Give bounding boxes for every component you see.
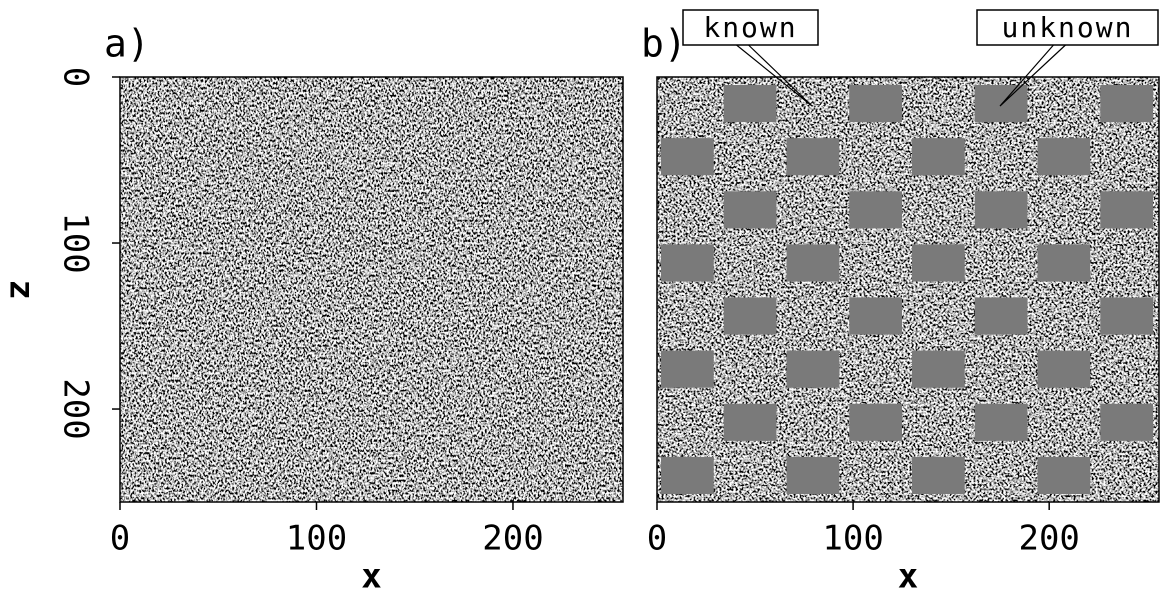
x-tick-label: 200 — [1018, 519, 1079, 559]
unknown-block — [723, 297, 777, 335]
unknown-block — [1100, 85, 1153, 123]
plot-frame — [656, 76, 1160, 503]
unknown-block — [1037, 350, 1091, 388]
callout — [736, 44, 813, 107]
unknown-block — [723, 403, 777, 441]
annotation-box — [682, 9, 819, 46]
unknown-block — [661, 350, 714, 388]
y-tick-label: 0 — [56, 67, 96, 87]
x-axis-label: x — [361, 557, 381, 593]
plot-frame — [119, 76, 624, 503]
x-tick-label: 0 — [647, 519, 667, 559]
panel-label: a) — [104, 22, 150, 66]
unknown-block — [661, 138, 714, 176]
unknown-block — [912, 244, 965, 282]
unknown-block — [661, 456, 714, 494]
unknown-block — [1100, 191, 1153, 229]
x-tick-label: 100 — [822, 519, 883, 559]
x-tick-label: 200 — [482, 519, 543, 559]
y-axis-label: z — [2, 279, 42, 299]
unknown-block — [849, 85, 902, 123]
x-tick-label: 0 — [110, 519, 130, 559]
unknown-block — [1037, 138, 1091, 176]
annotation: unknown — [1001, 11, 1133, 44]
unknown-block — [849, 191, 902, 229]
unknown-block — [1037, 456, 1091, 494]
seismic-image — [120, 77, 623, 502]
callout — [999, 44, 1066, 107]
unknown-block — [912, 138, 965, 176]
y-tick-label: 200 — [56, 378, 96, 439]
unknown-block — [912, 456, 965, 494]
unknown-block — [1100, 297, 1153, 335]
x-axis-label: x — [898, 557, 918, 593]
panel-label: b) — [641, 22, 687, 66]
x-tick-label: 100 — [286, 519, 347, 559]
unknown-block — [723, 85, 777, 123]
unknown-block — [974, 403, 1028, 441]
unknown-block — [1100, 403, 1153, 441]
annotation: known — [703, 11, 797, 44]
unknown-block — [849, 297, 902, 335]
y-tick-label: 100 — [56, 212, 96, 273]
unknown-block — [661, 244, 714, 282]
unknown-block — [974, 297, 1028, 335]
unknown-block — [974, 191, 1028, 229]
unknown-block — [723, 191, 777, 229]
annotation-box — [976, 9, 1159, 46]
unknown-block — [786, 244, 840, 282]
unknown-block — [786, 456, 840, 494]
unknown-block — [1037, 244, 1091, 282]
unknown-block — [912, 350, 965, 388]
unknown-block — [786, 350, 840, 388]
unknown-block — [786, 138, 840, 176]
unknown-block — [849, 403, 902, 441]
unknown-block — [974, 85, 1028, 123]
